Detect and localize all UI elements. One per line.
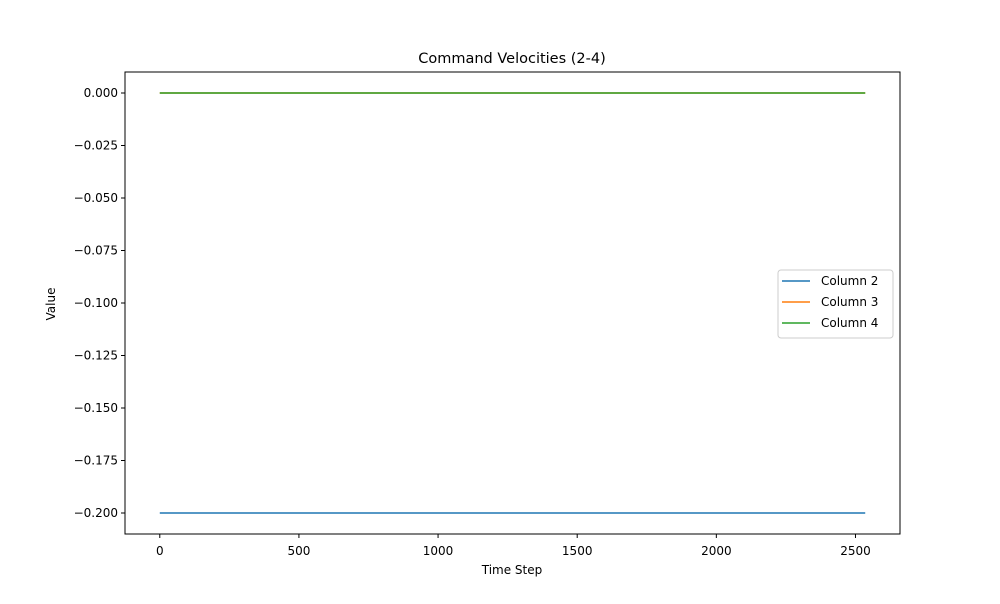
y-tick-label: −0.200 [74,506,118,520]
legend-label: Column 3 [821,295,878,309]
x-tick-label: 0 [156,544,164,558]
y-tick-label: −0.025 [74,139,118,153]
y-tick-label: −0.100 [74,296,118,310]
plot-lines [159,92,866,514]
x-axis-label: Time Step [481,563,543,577]
legend-box [777,269,894,339]
y-tick-label: −0.075 [74,244,118,258]
y-tick-label: −0.150 [74,401,118,415]
legend: Column 2 Column 3 Column 4 [777,269,894,339]
y-tick-label: −0.050 [74,191,118,205]
x-tick-label: 1000 [423,544,454,558]
y-axis-label: Value [44,288,58,321]
chart-title: Command Velocities (2-4) [418,51,606,67]
y-tick-label: −0.125 [74,349,118,363]
y-tick-label: −0.175 [74,454,118,468]
x-tick-label: 1500 [562,544,593,558]
legend-label: Column 4 [821,316,878,330]
y-tick-label: 0.000 [84,86,118,100]
x-tick-label: 500 [287,544,310,558]
axis-ticks: 0 500 1000 1500 2000 2500 0.000 −0.025 −0.050 −0.… [74,86,871,558]
legend-label: Column 2 [821,274,878,288]
x-tick-label: 2500 [840,544,871,558]
x-tick-label: 2000 [701,544,732,558]
plot-frame [124,71,901,535]
